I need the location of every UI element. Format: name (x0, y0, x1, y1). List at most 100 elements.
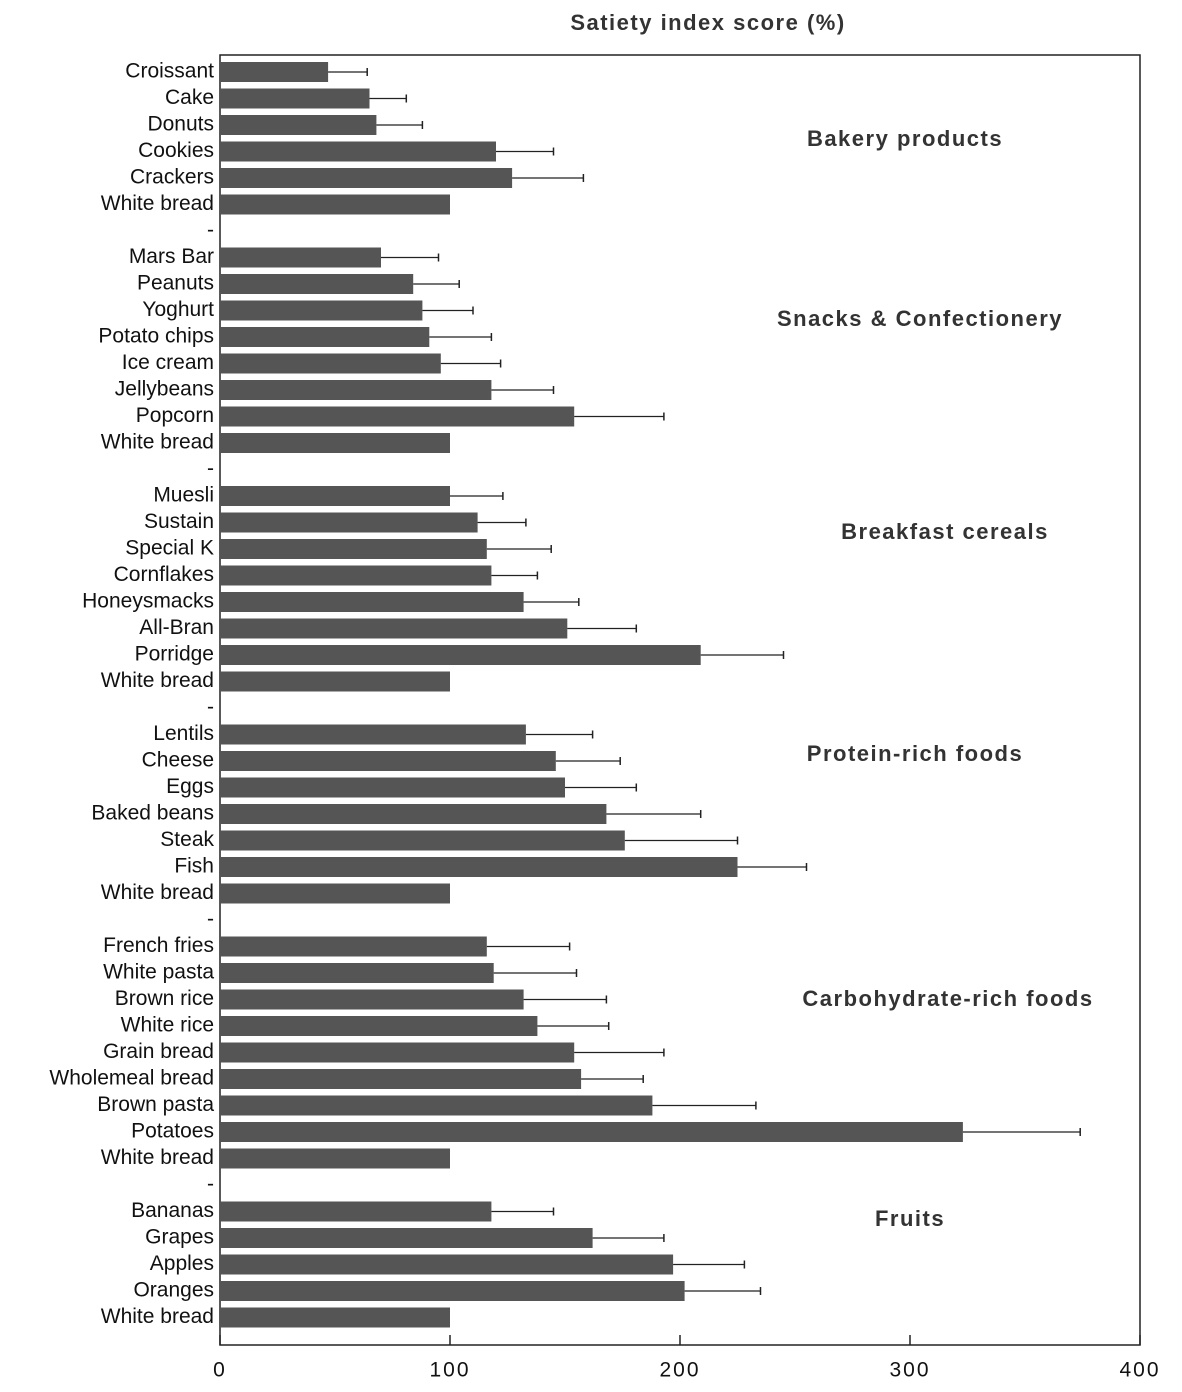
bar (220, 62, 329, 82)
bar (220, 433, 450, 453)
y-tick-label: Croissant (125, 60, 214, 83)
y-tick-label: Porridge (135, 643, 214, 666)
y-tick-label: Grapes (145, 1226, 214, 1249)
bar (220, 618, 568, 639)
y-tick-label: Fish (174, 855, 214, 878)
y-tick-label: Donuts (147, 113, 214, 136)
bar (220, 88, 370, 109)
y-tick-label: Ice cream (122, 351, 214, 374)
y-tick-label: Cornflakes (114, 563, 214, 586)
bar (220, 883, 450, 904)
bar (220, 963, 494, 983)
y-tick-label: Steak (160, 828, 214, 851)
bar (220, 406, 575, 427)
y-tick-label: Brown pasta (97, 1093, 214, 1116)
x-tick-label: 200 (659, 1359, 700, 1382)
y-tick-label: - (207, 908, 214, 931)
bar (220, 724, 526, 745)
bar (220, 777, 565, 798)
bar (220, 1228, 593, 1248)
y-tick-label: Jellybeans (115, 378, 214, 401)
group-label: Carbohydrate-rich foods (802, 986, 1093, 1011)
y-tick-label: - (207, 219, 214, 242)
bar (220, 353, 441, 374)
bar (220, 1016, 538, 1036)
y-tick-label: Potato chips (98, 325, 214, 348)
bar (220, 486, 450, 506)
y-tick-label: Cake (165, 86, 214, 109)
x-tick-label: 100 (429, 1359, 470, 1382)
group-label: Bakery products (807, 126, 1003, 151)
y-tick-label: Oranges (133, 1279, 214, 1302)
bar (220, 168, 513, 188)
y-tick-label: Cookies (138, 139, 214, 162)
y-tick-label: Peanuts (137, 272, 214, 295)
y-tick-label: Lentils (153, 722, 214, 745)
y-tick-label: Eggs (166, 775, 214, 798)
y-tick-label: Potatoes (131, 1120, 214, 1143)
bar (220, 1042, 575, 1063)
bar (220, 1254, 674, 1275)
y-tick-label: - (207, 696, 214, 719)
y-tick-label: Popcorn (136, 404, 214, 427)
y-tick-label: Wholemeal bread (49, 1067, 214, 1090)
y-tick-label: White bread (101, 431, 214, 454)
y-tick-label: - (207, 457, 214, 480)
y-tick-label: Mars Bar (129, 245, 214, 268)
chart-title: Satiety index score (%) (570, 10, 845, 35)
y-tick-label: French fries (103, 934, 214, 957)
y-tick-label: Grain bread (103, 1040, 214, 1063)
bar (220, 274, 414, 294)
bar (220, 539, 487, 559)
y-tick-label: Special K (125, 537, 214, 560)
bar (220, 1069, 582, 1089)
bar (220, 857, 738, 877)
y-tick-label: Cheese (142, 749, 214, 772)
bar (220, 645, 701, 665)
y-tick-label: White bread (101, 1146, 214, 1169)
bar (220, 1148, 450, 1169)
group-label: Snacks & Confectionery (777, 306, 1063, 331)
bar (220, 247, 381, 268)
bar (220, 1201, 492, 1222)
bar (220, 936, 487, 957)
bar (220, 194, 450, 215)
bar (220, 1307, 450, 1328)
y-tick-label: Honeysmacks (82, 590, 214, 613)
y-tick-label: Crackers (130, 166, 214, 189)
y-tick-label: Brown rice (115, 987, 214, 1010)
bar (220, 751, 556, 771)
y-tick-label: Bananas (131, 1199, 214, 1222)
bar (220, 1281, 685, 1301)
y-tick-label: White pasta (103, 961, 214, 984)
bar (220, 300, 423, 321)
bar (220, 565, 492, 586)
bar (220, 592, 524, 612)
y-tick-label: White bread (101, 881, 214, 904)
bar (220, 804, 607, 824)
y-tick-label: Apples (150, 1252, 214, 1275)
bar (220, 512, 478, 533)
y-tick-label: - (207, 1173, 214, 1196)
bar (220, 115, 377, 135)
group-label: Protein-rich foods (807, 741, 1023, 766)
y-tick-label: All-Bran (139, 616, 214, 639)
bar (220, 380, 492, 400)
y-tick-label: Yoghurt (142, 298, 214, 321)
group-label: Breakfast cereals (841, 519, 1049, 544)
y-tick-label: Muesli (153, 484, 214, 507)
y-tick-label: Baked beans (91, 802, 214, 825)
bar (220, 141, 496, 162)
bar (220, 989, 524, 1010)
y-tick-label: White bread (101, 669, 214, 692)
y-tick-label: White bread (101, 1305, 214, 1328)
group-label: Fruits (875, 1206, 945, 1231)
y-tick-label: Sustain (144, 510, 214, 533)
y-tick-label: White rice (121, 1014, 214, 1037)
bar (220, 1122, 963, 1142)
bar (220, 830, 625, 851)
bar (220, 327, 430, 347)
y-tick-label: White bread (101, 192, 214, 215)
x-tick-label: 400 (1119, 1359, 1160, 1382)
